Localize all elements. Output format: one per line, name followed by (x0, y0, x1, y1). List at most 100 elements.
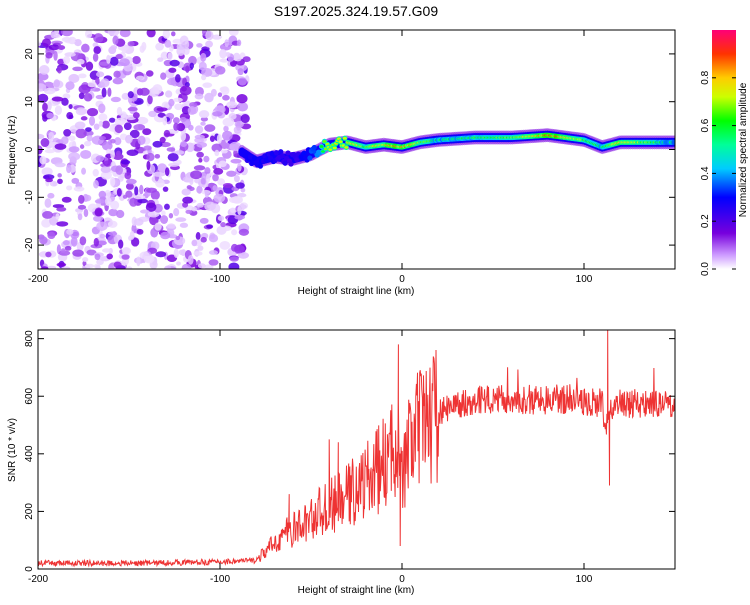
noise-blob (191, 206, 198, 212)
noise-blob (233, 244, 245, 254)
noise-blob (81, 167, 86, 175)
noise-blob (178, 249, 184, 256)
noise-blob (175, 217, 187, 222)
noise-blob (196, 185, 203, 194)
ridge-peak (328, 148, 333, 151)
noise-blob (126, 266, 133, 269)
noise-blob (164, 203, 170, 210)
noise-blob (112, 35, 119, 45)
noise-blob (154, 222, 162, 231)
noise-blob (160, 231, 171, 240)
noise-blob (125, 183, 134, 190)
noise-blob (95, 77, 100, 85)
noise-blob (84, 140, 92, 147)
noise-blob (101, 248, 112, 253)
noise-blob (115, 53, 123, 60)
noise-blob (107, 30, 120, 36)
noise-blob (228, 196, 240, 204)
snr-x-tick-label: -200 (28, 574, 48, 585)
noise-blob (168, 162, 180, 167)
noise-blob (66, 228, 74, 235)
snr-y-tick-label: 800 (24, 330, 35, 347)
noise-blob (190, 170, 203, 180)
noise-blob (233, 125, 242, 134)
noise-blob (220, 149, 228, 154)
noise-blob (233, 149, 238, 158)
noise-blob (181, 263, 192, 269)
noise-blob (127, 91, 134, 99)
noise-blob (180, 131, 187, 142)
noise-blob (82, 260, 87, 267)
noise-blob (205, 40, 213, 48)
noise-blob (56, 262, 67, 267)
noise-blob (217, 178, 226, 186)
noise-blob (208, 250, 219, 255)
noise-blob (168, 67, 177, 73)
noise-blob (217, 92, 223, 98)
noise-blob (46, 265, 57, 269)
noise-blob (39, 156, 47, 165)
noise-blob (137, 198, 148, 204)
noise-blob (182, 196, 194, 204)
spectrogram-x-tick-label: -100 (210, 274, 230, 285)
noise-blob (162, 30, 171, 39)
spectrogram-x-label: Height of straight line (km) (298, 286, 415, 297)
snr-y-tick-label: 200 (24, 503, 35, 520)
noise-blob (46, 101, 52, 111)
noise-blob (224, 39, 230, 48)
noise-blob (38, 65, 50, 75)
snr-x-tick-label: -100 (210, 574, 230, 585)
noise-blob (231, 229, 238, 236)
noise-blob (61, 196, 72, 203)
noise-blob (49, 180, 58, 187)
noise-blob (83, 93, 93, 102)
noise-blob (85, 127, 92, 132)
noise-blob (139, 209, 150, 214)
spectrogram-x-tick-label: 100 (576, 274, 593, 285)
noise-blob (147, 94, 153, 105)
noise-blob (43, 174, 55, 180)
noise-blob (68, 152, 81, 161)
noise-blob (54, 143, 67, 150)
spectrogram-x-tick-label: -200 (28, 274, 48, 285)
noise-blob (160, 215, 169, 224)
noise-blob (133, 194, 146, 200)
noise-blob (198, 157, 203, 163)
noise-blob (194, 125, 204, 134)
noise-blob (83, 208, 89, 218)
noise-blob (225, 52, 231, 57)
noise-blob (146, 30, 156, 38)
noise-blob (139, 184, 144, 195)
noise-blob (57, 66, 62, 74)
noise-blob (191, 239, 198, 247)
noise-blob (98, 120, 103, 127)
noise-blob (99, 136, 107, 141)
noise-blob (95, 264, 101, 269)
colorbar-tick-label: 0.2 (700, 214, 711, 228)
noise-blob (173, 248, 179, 259)
noise-blob (86, 107, 99, 117)
noise-blob (121, 254, 130, 260)
noise-blob (212, 174, 219, 182)
noise-blob (157, 57, 164, 62)
snr-y-tick-label: 400 (24, 445, 35, 462)
noise-blob (214, 149, 220, 157)
ridge-core (301, 150, 307, 156)
noise-blob (240, 114, 250, 124)
noise-blob (125, 178, 137, 185)
figure-title: S197.2025.324.19.57.G09 (274, 3, 438, 19)
ridge-core (257, 163, 264, 169)
noise-blob (139, 251, 150, 260)
noise-blob (161, 101, 170, 110)
noise-blob (45, 251, 52, 258)
noise-blob (118, 239, 124, 249)
noise-blob (152, 84, 163, 95)
noise-blob (228, 262, 240, 269)
noise-blob (187, 124, 194, 131)
noise-blob (65, 81, 75, 90)
noise-blob (198, 110, 210, 119)
noise-blob (175, 74, 181, 83)
spectrogram-y-tick-label: 20 (24, 48, 35, 60)
snr-x-tick-label: 0 (399, 574, 405, 585)
